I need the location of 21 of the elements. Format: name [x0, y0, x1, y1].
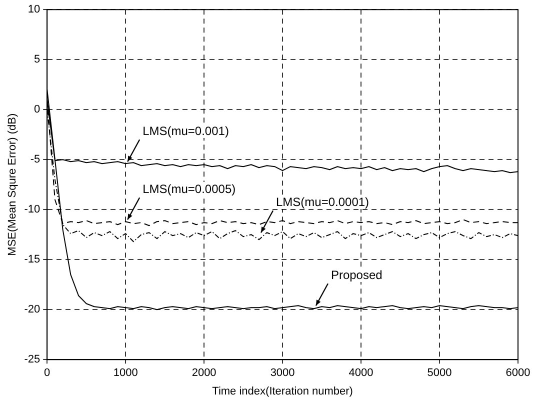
y-axis-title: MSE(Mean Squre Error) (dB): [6, 113, 19, 256]
y-tick-label: -10: [24, 204, 40, 216]
y-tick-label: 10: [28, 4, 40, 16]
y-tick-label: -15: [24, 254, 40, 266]
x-axis-title: Time index(Iteration number): [212, 385, 353, 398]
x-tick-label: 1000: [113, 367, 138, 380]
annotation: LMS(mu=0.0005): [142, 182, 237, 196]
annotation: Proposed: [330, 268, 384, 282]
x-tick-label: 5000: [427, 367, 452, 380]
x-tick-label: 0: [44, 367, 50, 380]
x-tick-label: 4000: [348, 367, 374, 380]
y-tick-label: -5: [30, 154, 40, 166]
y-tick-label: -20: [24, 304, 40, 316]
y-tick-label: -25: [24, 354, 40, 366]
x-tick-label: 6000: [506, 367, 530, 380]
y-tick-label: 0: [34, 104, 40, 116]
x-tick-label: 2000: [192, 367, 216, 380]
x-tick-label: 3000: [270, 367, 295, 380]
annotation: LMS(mu=0.001): [142, 124, 230, 138]
annotation: LMS(mu=0.0001): [275, 194, 370, 209]
y-tick-label: 5: [34, 54, 40, 66]
